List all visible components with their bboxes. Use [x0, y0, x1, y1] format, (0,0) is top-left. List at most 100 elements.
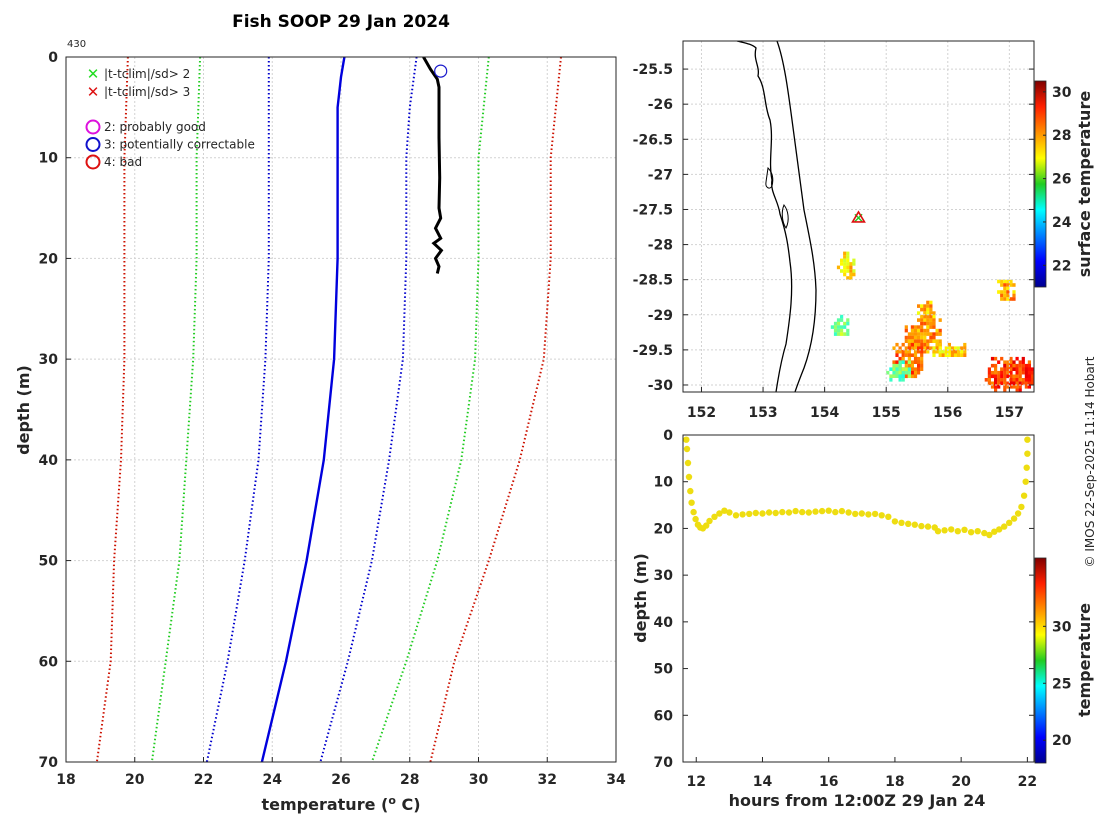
dt-point [948, 526, 955, 533]
sst-cell [840, 325, 844, 329]
dt-xtick-label: 14 [753, 774, 773, 790]
sst-cell [938, 353, 942, 357]
sst-cell [932, 311, 936, 315]
sst-cell [938, 349, 942, 354]
dt-point [918, 522, 925, 530]
sst-cell [994, 378, 998, 382]
sst-cell [926, 328, 930, 333]
sst-cell [830, 325, 834, 329]
sst-cell [849, 265, 853, 270]
sst-cell [843, 262, 847, 266]
sst-cell [917, 318, 921, 322]
dt-point [924, 523, 932, 530]
sst-cell [910, 374, 914, 379]
dt-point [683, 436, 690, 443]
profile-xtick-label: 18 [56, 772, 75, 788]
sst-cell [1009, 385, 1013, 389]
sst-cell [929, 325, 933, 329]
profile-xtick-label: 34 [606, 772, 626, 788]
profile-xtick-label: 24 [263, 772, 283, 788]
depth-time-ticks: 12 14 16 18 20 22 0 10 20 30 40 50 60 70 [654, 428, 1038, 790]
sst-cell [987, 374, 991, 379]
sst-cell [907, 367, 911, 371]
legend-circle-symbol [85, 119, 101, 135]
sst-cell [1006, 293, 1010, 298]
sst-cell [1021, 381, 1025, 386]
sst-cell [1015, 385, 1019, 389]
dt-xtick-label: 20 [951, 774, 971, 790]
sst-cell [1009, 283, 1013, 287]
sst-cell [889, 378, 893, 382]
sst-cell [1000, 374, 1004, 379]
legend-label: |t-tclim|/sd> 3 [104, 85, 190, 99]
sst-cell [1024, 385, 1028, 389]
sst-cell [910, 367, 914, 371]
sst-cell [1006, 283, 1010, 287]
sst-cell [907, 339, 911, 343]
sst-cell [1024, 370, 1028, 375]
shelf-contour [776, 41, 817, 392]
map-xtick-label: 155 [872, 405, 901, 421]
sst-cell [926, 307, 930, 312]
sst-cell [923, 307, 927, 312]
sst-cell [1006, 374, 1010, 379]
dt-point [706, 517, 713, 525]
dt-point [703, 522, 710, 529]
dt-point [974, 528, 981, 535]
sst-cell [1030, 370, 1034, 375]
sst-cell [843, 255, 847, 259]
sst-cell [929, 314, 933, 319]
profile-series--3-sd [429, 57, 562, 762]
cruise-id: 430 [67, 39, 86, 50]
sst-cell [910, 342, 914, 347]
sst-cell [926, 339, 930, 343]
profile-ytick-label: 0 [48, 50, 58, 66]
sst-cell [1027, 381, 1031, 386]
sst-cell [907, 363, 911, 368]
sst-cell [1000, 293, 1004, 298]
sst-cell [997, 385, 1001, 389]
sst-cell [997, 290, 1001, 294]
sst-cell [920, 342, 924, 347]
sst-cell [1006, 370, 1010, 375]
profile-ytick-label: 40 [39, 453, 59, 469]
profile-series--3-sd [95, 57, 129, 762]
sst-cell [938, 339, 942, 343]
sst-cell [1012, 363, 1016, 368]
sst-colorbar-tick-label: 24 [1052, 215, 1072, 231]
sst-cell [1027, 370, 1031, 375]
sst-cell [1012, 293, 1016, 298]
sst-cell [910, 335, 914, 340]
dt-point [981, 529, 988, 537]
sst-cell [950, 346, 955, 350]
station-flag-x: ✕ [853, 211, 865, 227]
dt-point [765, 509, 773, 516]
map-ytick-label: -29.5 [633, 343, 673, 359]
sst-cell [920, 339, 924, 343]
sst-cell [1003, 367, 1007, 371]
sst-cell [923, 314, 927, 319]
profile-series-climatology-mean [260, 57, 346, 762]
sst-cell [1006, 286, 1010, 291]
sst-cell [846, 328, 850, 333]
dt-point [934, 528, 942, 535]
sst-cell [901, 360, 905, 364]
sst-cell [901, 342, 905, 347]
dt-point [684, 459, 692, 467]
profile-ticks: 18 20 22 24 26 28 30 32 34 0 10 20 30 40 50 60 70 [39, 50, 626, 788]
dt-point [1006, 519, 1013, 526]
sst-map-frame [682, 40, 1035, 393]
profile-xlabel: temperature (o C) [261, 794, 420, 814]
sst-cell [929, 339, 933, 343]
legend-label: 3: potentially correctable [104, 138, 255, 152]
sst-cell [904, 374, 908, 379]
sst-cell [1027, 363, 1031, 368]
sst-cell [1027, 374, 1031, 379]
sst-cell [843, 321, 847, 326]
sst-cell [917, 342, 921, 347]
sst-cell [960, 349, 964, 354]
sst-cell [901, 356, 905, 361]
sst-cell [904, 339, 908, 343]
profile-series [95, 57, 562, 762]
dt-point [1023, 464, 1030, 471]
